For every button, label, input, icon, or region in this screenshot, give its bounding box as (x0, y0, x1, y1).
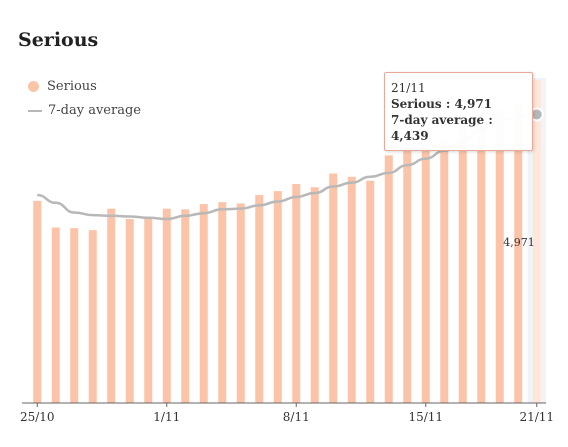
legend-serious-label: Serious (47, 79, 97, 94)
chart-title: Serious (18, 29, 99, 51)
x-axis-ticks: 25/10 1/11 8/11 15/11 21/11 (20, 403, 554, 424)
bar-2/11[interactable] (181, 209, 190, 403)
bar-13/11[interactable] (384, 155, 393, 403)
x-tick-label-25/10: 25/10 (20, 410, 55, 424)
bar-3/11[interactable] (199, 204, 208, 403)
bar-19/11[interactable] (495, 110, 504, 404)
bar-12/11[interactable] (366, 180, 375, 403)
legend-average-swatch (28, 109, 42, 112)
bar-14/11[interactable] (403, 147, 412, 403)
x-tick-label-1/11: 1/11 (153, 410, 180, 424)
bar-27/10[interactable] (70, 228, 79, 403)
bar-8/11[interactable] (292, 183, 301, 403)
bar-21/11[interactable] (532, 79, 541, 403)
bar-25/10[interactable] (33, 200, 42, 403)
bar-10/11[interactable] (329, 173, 338, 403)
bar-15/11[interactable] (421, 147, 430, 403)
bar-17/11[interactable] (458, 122, 467, 403)
bar-5/11[interactable] (236, 203, 245, 403)
tooltip-serious: Serious : 4,971 (391, 97, 493, 111)
bar-20/11[interactable] (514, 102, 523, 403)
x-tick-label-21/11: 21/11 (519, 410, 554, 424)
bar-31/10[interactable] (144, 217, 153, 403)
legend-average[interactable]: 7-day average (28, 103, 141, 118)
legend-serious[interactable]: Serious (28, 79, 97, 94)
bar-16/11[interactable] (440, 137, 449, 403)
bar-18/11[interactable] (477, 113, 486, 403)
bar-29/10[interactable] (107, 208, 116, 403)
bar-9/11[interactable] (310, 187, 319, 403)
bar-4/11[interactable] (218, 202, 227, 403)
tooltip-date: 21/11 (391, 81, 426, 95)
bar-26/10[interactable] (51, 227, 60, 404)
x-tick-label-8/11: 8/11 (283, 410, 310, 424)
bar-6/11[interactable] (255, 195, 264, 403)
bar-11/11[interactable] (347, 176, 356, 403)
last-value-label: 4,971 (503, 236, 535, 249)
bar-30/10[interactable] (125, 219, 134, 403)
tooltip-average: 7-day average : 4,439 (391, 113, 493, 143)
x-tick-label-15/11: 15/11 (408, 410, 443, 424)
bar-7/11[interactable] (273, 191, 282, 403)
legend-average-label: 7-day average (48, 103, 141, 118)
bar-series-serious (33, 79, 541, 404)
bar-1/11[interactable] (162, 208, 171, 403)
chart-tooltip: 21/11 Serious : 4,971 7-day average : 4,… (384, 72, 533, 151)
legend-serious-swatch (28, 81, 39, 92)
bar-28/10[interactable] (88, 230, 97, 403)
